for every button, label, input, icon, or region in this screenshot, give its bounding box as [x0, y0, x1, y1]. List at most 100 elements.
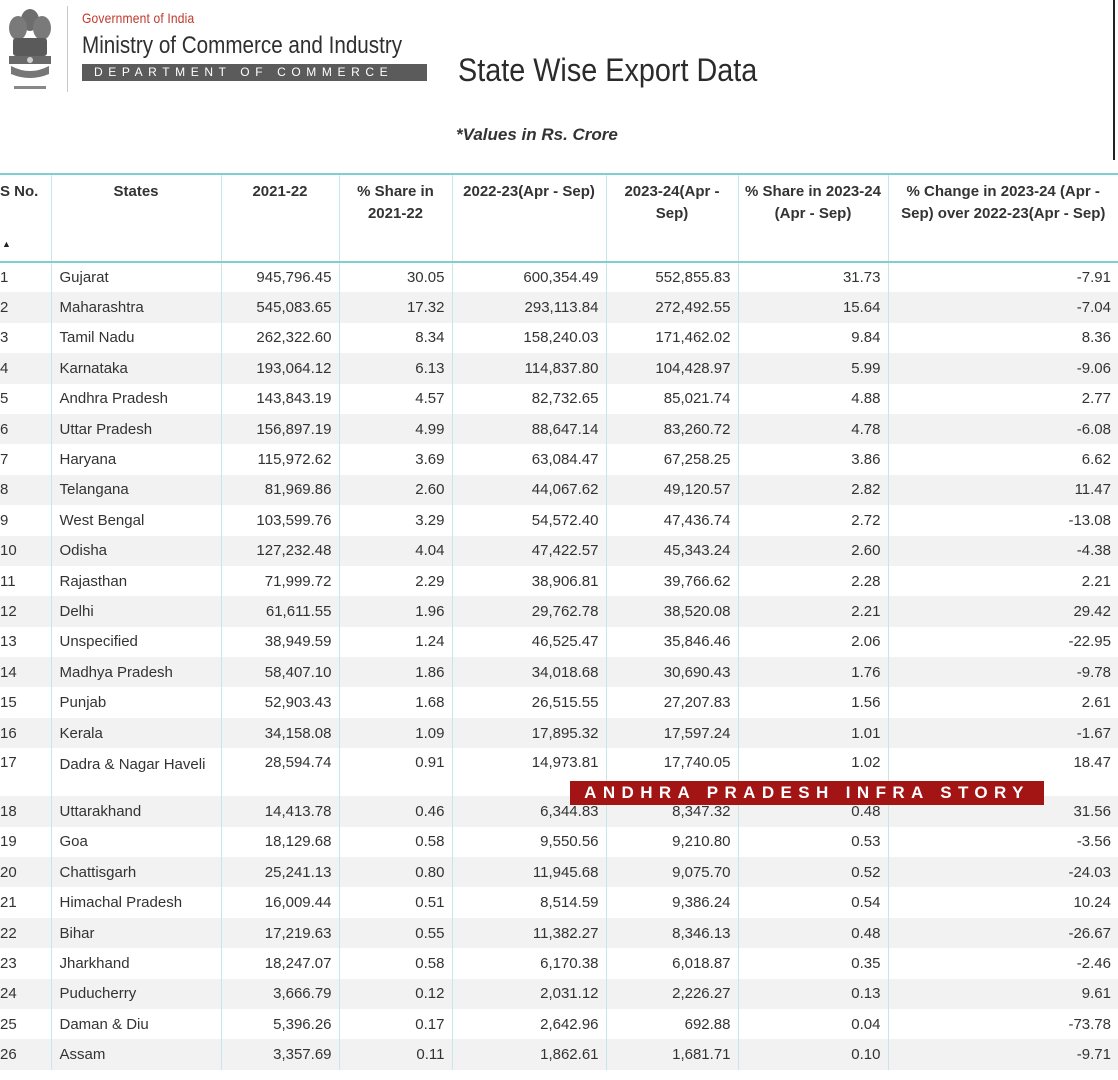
cell-share-2021-22: 0.58: [338, 826, 452, 858]
table-row: 24 Puducherry 3,666.79 0.12 2,031.12 2,226.27…: [0, 978, 1118, 1009]
cell-2022-23: 11,945.68: [451, 857, 606, 888]
cell-change: -26.67: [887, 917, 1118, 949]
table-row: 19 Goa 18,129.68 0.58 9,550.56 9,210.80 0.53 -3…: [0, 826, 1118, 858]
table-row: 9 West Bengal 103,599.76 3.29 54,572.40 47,43…: [0, 505, 1118, 536]
header-share-2021-22[interactable]: % Share in 2021-22: [338, 173, 452, 263]
cell-2022-23: 29,762.78: [451, 596, 606, 627]
table-row: 13 Unspecified 38,949.59 1.24 46,525.47 35,84…: [0, 626, 1118, 658]
cell-share-2023-24: 15.64: [737, 292, 888, 323]
cell-2022-23: 26,515.55: [451, 687, 606, 718]
cell-share-2023-24: 2.72: [737, 505, 888, 536]
cell-share-2021-22: 1.68: [338, 687, 452, 718]
header-share-2023-24[interactable]: % Share in 2023-24 (Apr - Sep): [737, 173, 888, 263]
cell-sno: 21: [0, 894, 17, 912]
cell-2021-22: 18,129.68: [220, 826, 339, 858]
cell-2023-24: 552,855.83: [605, 262, 738, 293]
cell-2022-23: 54,572.40: [451, 505, 606, 536]
values-note: *Values in Rs. Crore: [456, 125, 618, 144]
cell-2023-24: 85,021.74: [605, 383, 738, 414]
cell-state: Assam: [50, 1039, 221, 1070]
cell-change: -9.06: [887, 353, 1118, 384]
cell-2022-23: 38,906.81: [451, 565, 606, 597]
cell-2023-24: 6,018.87: [605, 948, 738, 979]
cell-state: Haryana: [50, 444, 221, 475]
cell-2021-22: 18,247.07: [220, 948, 339, 979]
cell-state: Odisha: [50, 535, 221, 566]
cell-sno: 20: [0, 857, 51, 888]
cell-share-2023-24: 1.56: [737, 687, 888, 718]
cell-2023-24: 35,846.46: [605, 626, 738, 658]
cell-sno: 6: [0, 413, 51, 445]
cell-state: Andhra Pradesh: [50, 383, 221, 414]
column-header-label: S No.: [0, 183, 39, 200]
cell-2022-23: 2,031.12: [451, 978, 606, 1009]
header-2023-24[interactable]: 2023-24(Apr -Sep): [605, 173, 738, 263]
cell-2022-23: 6,344.83: [451, 796, 606, 827]
cell-sno: 23: [0, 954, 17, 972]
export-data-table: S No. ▲ States 2021-22% Share in 2021-22 202…: [0, 173, 1118, 1070]
cell-2022-23: 82,732.65: [451, 383, 606, 414]
cell-sno: 19: [0, 833, 17, 851]
cell-change: 9.61: [887, 978, 1118, 1009]
cell-2021-22: 945,796.45: [220, 262, 339, 293]
right-border-rule: [1113, 0, 1115, 160]
cell-share-2023-24: 2.60: [737, 535, 888, 566]
table-row: 6 Uttar Pradesh 156,897.19 4.99 88,647.14 83,…: [0, 413, 1118, 445]
cell-2021-22: 81,969.86: [220, 474, 339, 506]
cell-2023-24: 104,428.97: [605, 353, 738, 384]
cell-change: 2.61: [887, 687, 1118, 718]
cell-change: -73.78: [887, 1008, 1118, 1040]
cell-state: Punjab: [50, 687, 221, 718]
header-2022-23[interactable]: 2022-23(Apr - Sep): [451, 173, 606, 263]
page-title: State Wise Export Data: [458, 52, 758, 88]
cell-state: Madhya Pradesh: [50, 657, 221, 688]
cell-2023-24: 39,766.62: [605, 565, 738, 597]
cell-2021-22: 115,972.62: [220, 444, 339, 475]
cell-state: Gujarat: [50, 262, 221, 293]
header-change[interactable]: % Change in 2023-24 (Apr -Sep) over 2022…: [887, 173, 1118, 263]
cell-2022-23: 11,382.27: [451, 917, 606, 949]
sort-ascending-icon[interactable]: ▲: [2, 239, 11, 249]
cell-state: West Bengal: [50, 505, 221, 536]
cell-share-2021-22: 0.17: [338, 1008, 452, 1040]
cell-sno: 1: [0, 269, 9, 287]
cell-state: Chattisgarh: [50, 857, 221, 888]
cell-change: -13.08: [887, 505, 1118, 536]
cell-2022-23: 600,354.49: [451, 262, 606, 293]
header-states[interactable]: States: [50, 173, 221, 263]
cell-sno: 9: [0, 511, 9, 529]
cell-share-2023-24: 0.13: [737, 978, 888, 1009]
cell-state: Bihar: [50, 917, 221, 949]
cell-2021-22: 262,322.60: [220, 322, 339, 354]
cell-2021-22: 25,241.13: [220, 857, 339, 888]
cell-change: 2.77: [887, 383, 1118, 414]
cell-share-2023-24: 4.88: [737, 383, 888, 414]
cell-2021-22: 52,903.43: [220, 687, 339, 718]
cell-sno: 22: [0, 917, 51, 949]
cell-sno: 2: [0, 292, 51, 323]
table-row: 15 Punjab 52,903.43 1.68 26,515.55 27,207.83 1…: [0, 687, 1118, 718]
cell-sno: 4: [0, 353, 51, 384]
cell-share-2021-22: 4.99: [338, 413, 452, 445]
cell-share-2021-22: 8.34: [338, 322, 452, 354]
cell-change: -1.67: [887, 717, 1118, 749]
cell-2023-24: 49,120.57: [605, 474, 738, 506]
cell-change: 6.62: [887, 444, 1118, 475]
cell-2021-22: 61,611.55: [220, 596, 339, 627]
cell-sno: 17: [0, 754, 17, 772]
header-divider: [67, 6, 68, 92]
cell-sno: 5: [0, 390, 9, 408]
header-2021-22[interactable]: 2021-22: [220, 173, 339, 263]
cell-share-2023-24: 0.53: [737, 826, 888, 858]
cell-2022-23: 46,525.47: [451, 626, 606, 658]
cell-sno: 18: [0, 796, 51, 827]
cell-state: Daman & Diu: [50, 1008, 221, 1040]
table-row: 16 Kerala 34,158.08 1.09 17,895.32 17,597.24 1…: [0, 717, 1118, 749]
cell-2022-23: 158,240.03: [451, 322, 606, 354]
header-sno[interactable]: S No. ▲: [0, 173, 51, 263]
cell-2023-24: 27,207.83: [605, 687, 738, 718]
cell-2021-22: 14,413.78: [220, 796, 339, 827]
cell-2021-22: 16,009.44: [220, 887, 339, 918]
cell-sno: 8: [0, 474, 51, 506]
cell-sno: 25: [0, 1015, 17, 1033]
